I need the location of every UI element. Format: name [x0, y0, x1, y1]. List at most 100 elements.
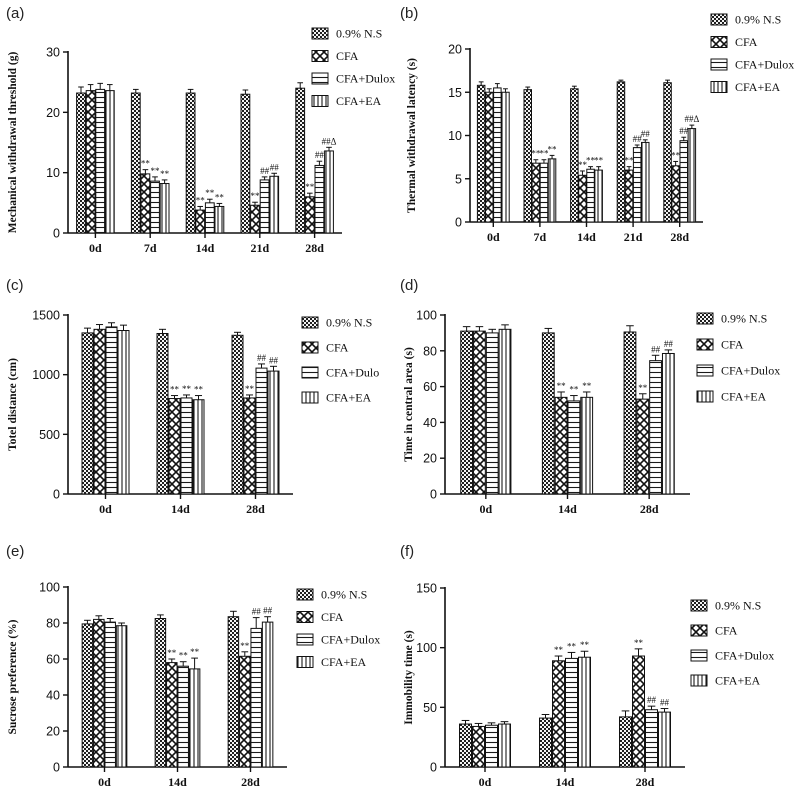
bar [658, 711, 671, 768]
y-tick-label: 20 [46, 725, 60, 739]
bar [214, 205, 225, 234]
bar [180, 397, 193, 495]
significance-marker: ## [260, 166, 270, 176]
bar [227, 616, 240, 768]
significance-marker: ** [634, 638, 644, 648]
y-tick-label: 10 [46, 166, 60, 180]
bar [580, 396, 594, 495]
legend-swatch [710, 81, 728, 93]
bar [541, 332, 555, 495]
bar [159, 183, 170, 234]
y-axis-label: Immobility time (s) [403, 630, 415, 725]
y-axis-label: Mechanical withdrawal threshold (g) [7, 52, 19, 234]
y-tick-label: 80 [46, 617, 60, 631]
legend-swatch [296, 633, 314, 646]
bar [117, 330, 130, 495]
y-tick-label: 100 [416, 641, 437, 655]
legend-label: CFA [321, 610, 344, 624]
x-tick-label: 7d [144, 241, 157, 255]
significance-marker: ** [594, 156, 604, 166]
panel-label: (e) [6, 543, 24, 560]
y-tick-label: 10 [448, 129, 462, 143]
y-axis-label: Totel distance (cm) [7, 358, 19, 451]
legend-swatch [301, 391, 319, 404]
significance-marker: ## [315, 150, 325, 160]
y-tick-label: 1500 [32, 309, 60, 323]
bar [636, 398, 650, 495]
legend-swatch [710, 13, 728, 26]
legend-swatch [696, 364, 714, 377]
bar [547, 158, 557, 223]
y-tick-label: 40 [46, 689, 60, 703]
significance-marker: ## [252, 607, 262, 617]
bar [93, 328, 106, 495]
significance-marker: ** [578, 160, 588, 170]
bar [231, 334, 244, 495]
significance-marker: ** [167, 648, 177, 658]
y-tick-label: 0 [430, 488, 437, 502]
x-tick-label: 0d [487, 230, 500, 244]
legend-label: CFA [721, 338, 744, 352]
significance-marker: ##Δ [322, 136, 337, 146]
legend-label: CFA [336, 49, 359, 63]
bar [324, 150, 334, 234]
bar [460, 330, 474, 495]
legend-label: CFA+EA [326, 391, 372, 405]
bar [104, 621, 116, 768]
significance-marker: ** [586, 156, 596, 166]
y-tick-label: 20 [423, 452, 437, 466]
significance-marker: ** [160, 169, 170, 179]
bar [168, 398, 181, 495]
significance-marker: ** [625, 156, 635, 166]
significance-marker: ## [270, 162, 280, 172]
significance-marker: ** [582, 381, 592, 391]
bar [501, 91, 510, 223]
x-tick-label: 14d [558, 502, 577, 516]
significance-marker: ## [647, 695, 657, 705]
bar [243, 397, 256, 495]
bar [649, 360, 662, 495]
bar [632, 147, 642, 223]
bar [531, 162, 541, 223]
legend-label: CFA+EA [715, 674, 761, 688]
y-tick-label: 1000 [32, 368, 60, 382]
legend-swatch [696, 338, 714, 351]
x-tick-label: 0d [479, 775, 492, 789]
bar [485, 724, 498, 768]
panel-label: (c) [6, 277, 24, 294]
bar [104, 90, 115, 234]
legend-label: 0.9% N.S [336, 27, 382, 41]
significance-marker: ** [531, 149, 541, 159]
legend-label: CFA [715, 624, 738, 638]
bar [267, 370, 280, 495]
y-tick-label: 30 [46, 46, 60, 60]
bar [632, 655, 645, 768]
y-tick-label: 0 [53, 227, 60, 241]
legend-swatch [296, 588, 314, 601]
legend-label: CFA+EA [336, 94, 382, 108]
significance-marker: ** [205, 188, 215, 198]
significance-marker: ** [548, 144, 558, 154]
significance-marker: ** [557, 381, 567, 391]
legend-label: CFA+Dulo [326, 366, 379, 380]
y-tick-label: 15 [448, 86, 462, 100]
bar [259, 179, 270, 234]
legend-swatch [690, 649, 708, 662]
significance-marker: ** [170, 385, 180, 395]
y-tick-label: 40 [423, 416, 437, 430]
y-tick-label: 0 [53, 761, 60, 775]
bar [140, 173, 151, 234]
bar [81, 623, 94, 768]
significance-marker: ## [263, 606, 273, 616]
bar [679, 140, 688, 223]
x-tick-label: 14d [556, 775, 575, 789]
bar [239, 655, 251, 768]
bar [671, 165, 680, 223]
panel-label: (f) [400, 543, 414, 560]
x-tick-label: 28d [241, 775, 260, 789]
legend-swatch [690, 599, 708, 612]
x-tick-label: 0d [479, 502, 492, 516]
legend-swatch [301, 316, 319, 329]
bar [81, 332, 94, 495]
